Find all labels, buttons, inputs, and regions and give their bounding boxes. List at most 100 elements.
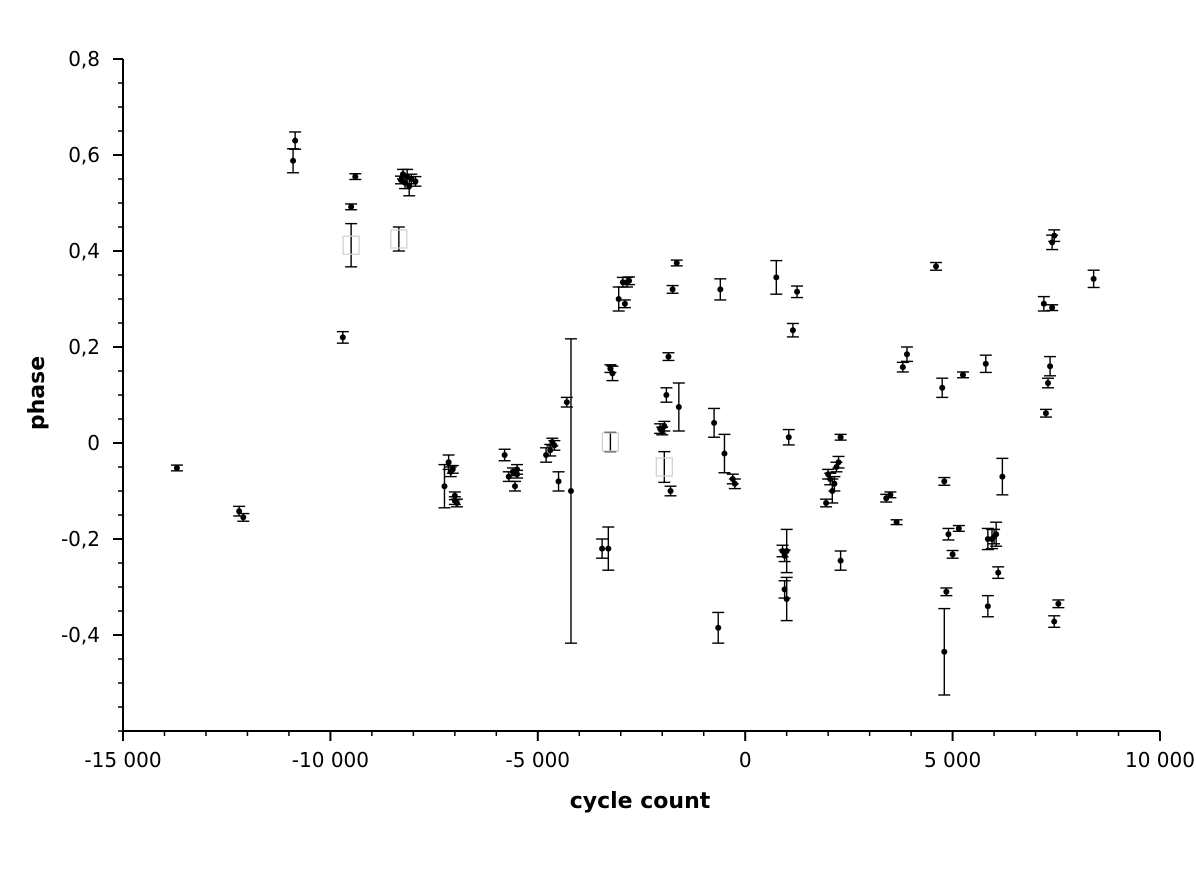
point-marker xyxy=(1047,363,1054,370)
point-marker xyxy=(661,423,668,430)
point-marker xyxy=(673,260,680,266)
data-point xyxy=(930,261,943,271)
axes xyxy=(122,59,1160,732)
point-marker xyxy=(240,514,247,521)
data-point xyxy=(606,365,619,382)
point-marker xyxy=(783,596,790,602)
point-marker xyxy=(555,478,562,485)
data-point xyxy=(714,278,727,301)
data-point xyxy=(981,594,994,618)
data-point xyxy=(828,475,841,492)
point-marker xyxy=(445,459,452,466)
data-point xyxy=(390,226,408,252)
data-point xyxy=(1046,304,1059,312)
point-marker xyxy=(412,178,419,185)
point-marker xyxy=(959,371,966,378)
point-marker xyxy=(605,545,612,552)
point-marker xyxy=(943,588,950,595)
data-point xyxy=(990,521,1003,547)
data-point xyxy=(936,377,949,399)
point-marker xyxy=(1051,618,1058,625)
point-marker xyxy=(1040,300,1047,307)
point-marker xyxy=(543,452,550,458)
data-point xyxy=(820,498,833,508)
point-marker xyxy=(441,483,448,490)
data-point xyxy=(349,173,362,181)
data-point xyxy=(708,407,721,438)
point-marker xyxy=(292,137,299,144)
data-point xyxy=(992,566,1005,580)
data-point xyxy=(1042,377,1055,389)
data-point xyxy=(548,439,561,451)
data-point xyxy=(956,371,969,379)
point-marker xyxy=(609,370,616,377)
data-point xyxy=(450,498,463,508)
point-marker xyxy=(717,286,724,293)
data-point xyxy=(780,576,793,622)
point-marker xyxy=(933,263,940,270)
point-marker xyxy=(785,434,792,441)
point-marker xyxy=(887,491,894,498)
data-point xyxy=(979,354,992,374)
point-marker xyxy=(903,351,910,358)
point-marker xyxy=(711,419,718,426)
point-marker xyxy=(173,464,180,471)
data-point xyxy=(511,463,524,475)
data-point xyxy=(660,387,673,403)
point-marker xyxy=(406,183,413,190)
data-points xyxy=(170,131,1100,696)
point-marker xyxy=(993,531,1000,538)
point-marker xyxy=(999,473,1006,480)
point-marker xyxy=(236,508,243,515)
data-point xyxy=(664,485,677,497)
point-marker xyxy=(984,603,991,610)
point-marker xyxy=(665,353,672,360)
point-marker xyxy=(831,480,838,487)
data-point xyxy=(942,527,955,541)
point-marker xyxy=(893,519,900,526)
point-marker xyxy=(1051,232,1058,239)
point-marker xyxy=(449,466,456,473)
data-point xyxy=(890,519,903,526)
point-marker xyxy=(619,279,626,286)
y-tick-label: -0,4 xyxy=(61,623,100,647)
open-square-marker xyxy=(342,235,360,255)
point-marker xyxy=(949,551,956,558)
data-point xyxy=(791,285,804,299)
x-tick-label: 0 xyxy=(739,748,752,772)
point-marker xyxy=(835,459,842,466)
open-square-marker xyxy=(655,457,673,477)
point-marker xyxy=(348,203,355,210)
point-marker xyxy=(1049,304,1056,311)
point-marker xyxy=(939,384,946,391)
data-point xyxy=(996,457,1009,496)
x-tick-label: -10 000 xyxy=(292,748,369,772)
data-point xyxy=(498,448,511,462)
point-marker xyxy=(789,327,796,334)
data-point xyxy=(601,431,619,453)
data-point xyxy=(900,346,913,363)
data-point xyxy=(602,526,615,571)
data-point xyxy=(287,148,300,174)
point-marker xyxy=(514,466,521,473)
point-marker xyxy=(352,173,359,180)
data-point xyxy=(712,611,725,644)
data-point xyxy=(596,538,609,559)
data-point xyxy=(170,464,183,472)
point-marker xyxy=(290,157,297,164)
point-marker xyxy=(982,360,989,367)
point-marker xyxy=(505,473,512,480)
data-point xyxy=(938,607,951,696)
data-point xyxy=(834,550,847,571)
data-point xyxy=(623,276,636,286)
y-tick-label: 0,4 xyxy=(68,239,100,263)
point-marker xyxy=(1045,380,1052,386)
data-point xyxy=(832,455,845,469)
data-point xyxy=(666,284,679,294)
point-marker xyxy=(899,364,906,371)
point-marker xyxy=(1055,600,1062,607)
point-marker xyxy=(675,404,682,410)
data-point xyxy=(336,330,349,344)
y-tick-label: 0,6 xyxy=(68,143,100,167)
